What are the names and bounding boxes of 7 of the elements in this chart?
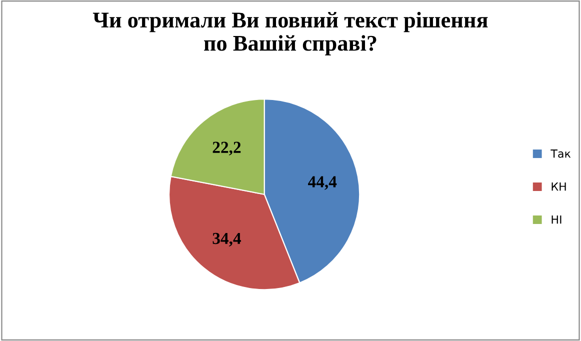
data-label: 34,4: [212, 232, 241, 246]
chart-title: Чи отримали Ви повний текст рішення по Вашій справі?: [92, 12, 488, 56]
data-label: 44,4: [308, 176, 337, 190]
legend-label: КН: [552, 182, 566, 191]
legend-label: Так: [550, 150, 571, 158]
legend-label: НІ: [552, 215, 562, 224]
data-label: 22,2: [212, 142, 241, 156]
